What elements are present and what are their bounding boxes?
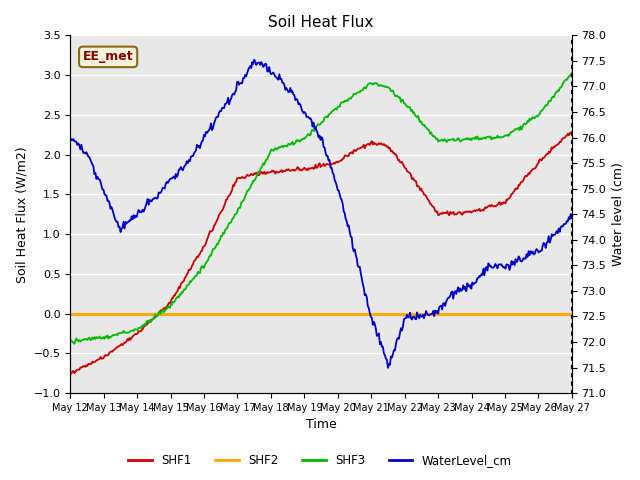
SHF3	[339, 99, 346, 105]
SHF2	[338, 311, 346, 316]
Title: Soil Heat Flux: Soil Heat Flux	[268, 15, 374, 30]
SHF1	[557, 139, 564, 145]
WaterLevel_cm	[250, 57, 258, 62]
SHF1	[308, 165, 316, 170]
SHF2	[568, 311, 576, 316]
WaterLevel_cm	[339, 201, 346, 206]
SHF1	[366, 142, 374, 148]
SHF2	[67, 311, 74, 316]
WaterLevel_cm	[384, 365, 392, 371]
SHF1	[479, 207, 486, 213]
Line: SHF3: SHF3	[70, 72, 572, 344]
WaterLevel_cm	[67, 135, 74, 141]
SHF3	[568, 70, 576, 75]
SHF2	[556, 311, 564, 316]
X-axis label: Time: Time	[306, 419, 337, 432]
Line: SHF1: SHF1	[70, 132, 572, 374]
SHF1	[306, 166, 314, 172]
WaterLevel_cm	[308, 124, 316, 130]
SHF2	[308, 311, 316, 316]
Y-axis label: Soil Heat Flux (W/m2): Soil Heat Flux (W/m2)	[15, 146, 28, 283]
Text: EE_met: EE_met	[83, 50, 134, 63]
SHF1	[67, 370, 74, 376]
WaterLevel_cm	[366, 311, 374, 316]
Legend: SHF1, SHF2, SHF3, WaterLevel_cm: SHF1, SHF2, SHF3, WaterLevel_cm	[124, 449, 516, 472]
SHF2	[305, 311, 312, 316]
SHF2	[365, 311, 372, 316]
SHF3	[479, 136, 486, 142]
WaterLevel_cm	[558, 223, 566, 229]
SHF3	[308, 127, 316, 132]
SHF3	[366, 80, 374, 86]
SHF1	[67, 371, 75, 377]
Y-axis label: Water level (cm): Water level (cm)	[612, 162, 625, 266]
WaterLevel_cm	[479, 265, 487, 271]
SHF3	[306, 132, 314, 138]
SHF1	[339, 156, 346, 162]
WaterLevel_cm	[568, 214, 576, 219]
SHF1	[568, 129, 576, 135]
SHF2	[477, 311, 485, 316]
SHF3	[557, 84, 564, 90]
WaterLevel_cm	[306, 116, 314, 121]
SHF3	[70, 341, 78, 347]
SHF3	[67, 337, 74, 343]
Line: WaterLevel_cm: WaterLevel_cm	[70, 60, 572, 368]
